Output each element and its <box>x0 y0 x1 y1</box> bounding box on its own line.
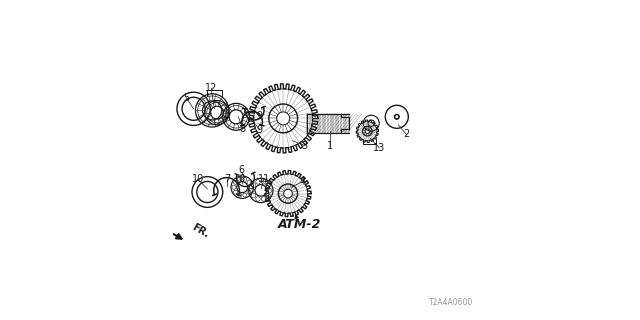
Text: FR.: FR. <box>191 222 211 240</box>
Text: 1: 1 <box>326 140 333 151</box>
Text: 5: 5 <box>183 92 189 103</box>
Text: 13: 13 <box>373 143 385 153</box>
Text: 3: 3 <box>301 140 308 151</box>
Text: 7: 7 <box>224 174 230 184</box>
Text: 6: 6 <box>239 165 244 175</box>
Text: 4: 4 <box>300 177 305 187</box>
Text: 2: 2 <box>403 129 410 140</box>
Text: 8: 8 <box>239 124 246 134</box>
Text: 10: 10 <box>191 174 204 184</box>
Text: 9: 9 <box>257 111 263 121</box>
Text: 9: 9 <box>257 124 263 135</box>
Text: 6: 6 <box>239 174 244 184</box>
Text: 12: 12 <box>205 83 218 93</box>
Text: 11: 11 <box>258 174 270 184</box>
Text: T2A4A0600: T2A4A0600 <box>429 298 474 307</box>
Text: ATM-2: ATM-2 <box>278 218 321 230</box>
